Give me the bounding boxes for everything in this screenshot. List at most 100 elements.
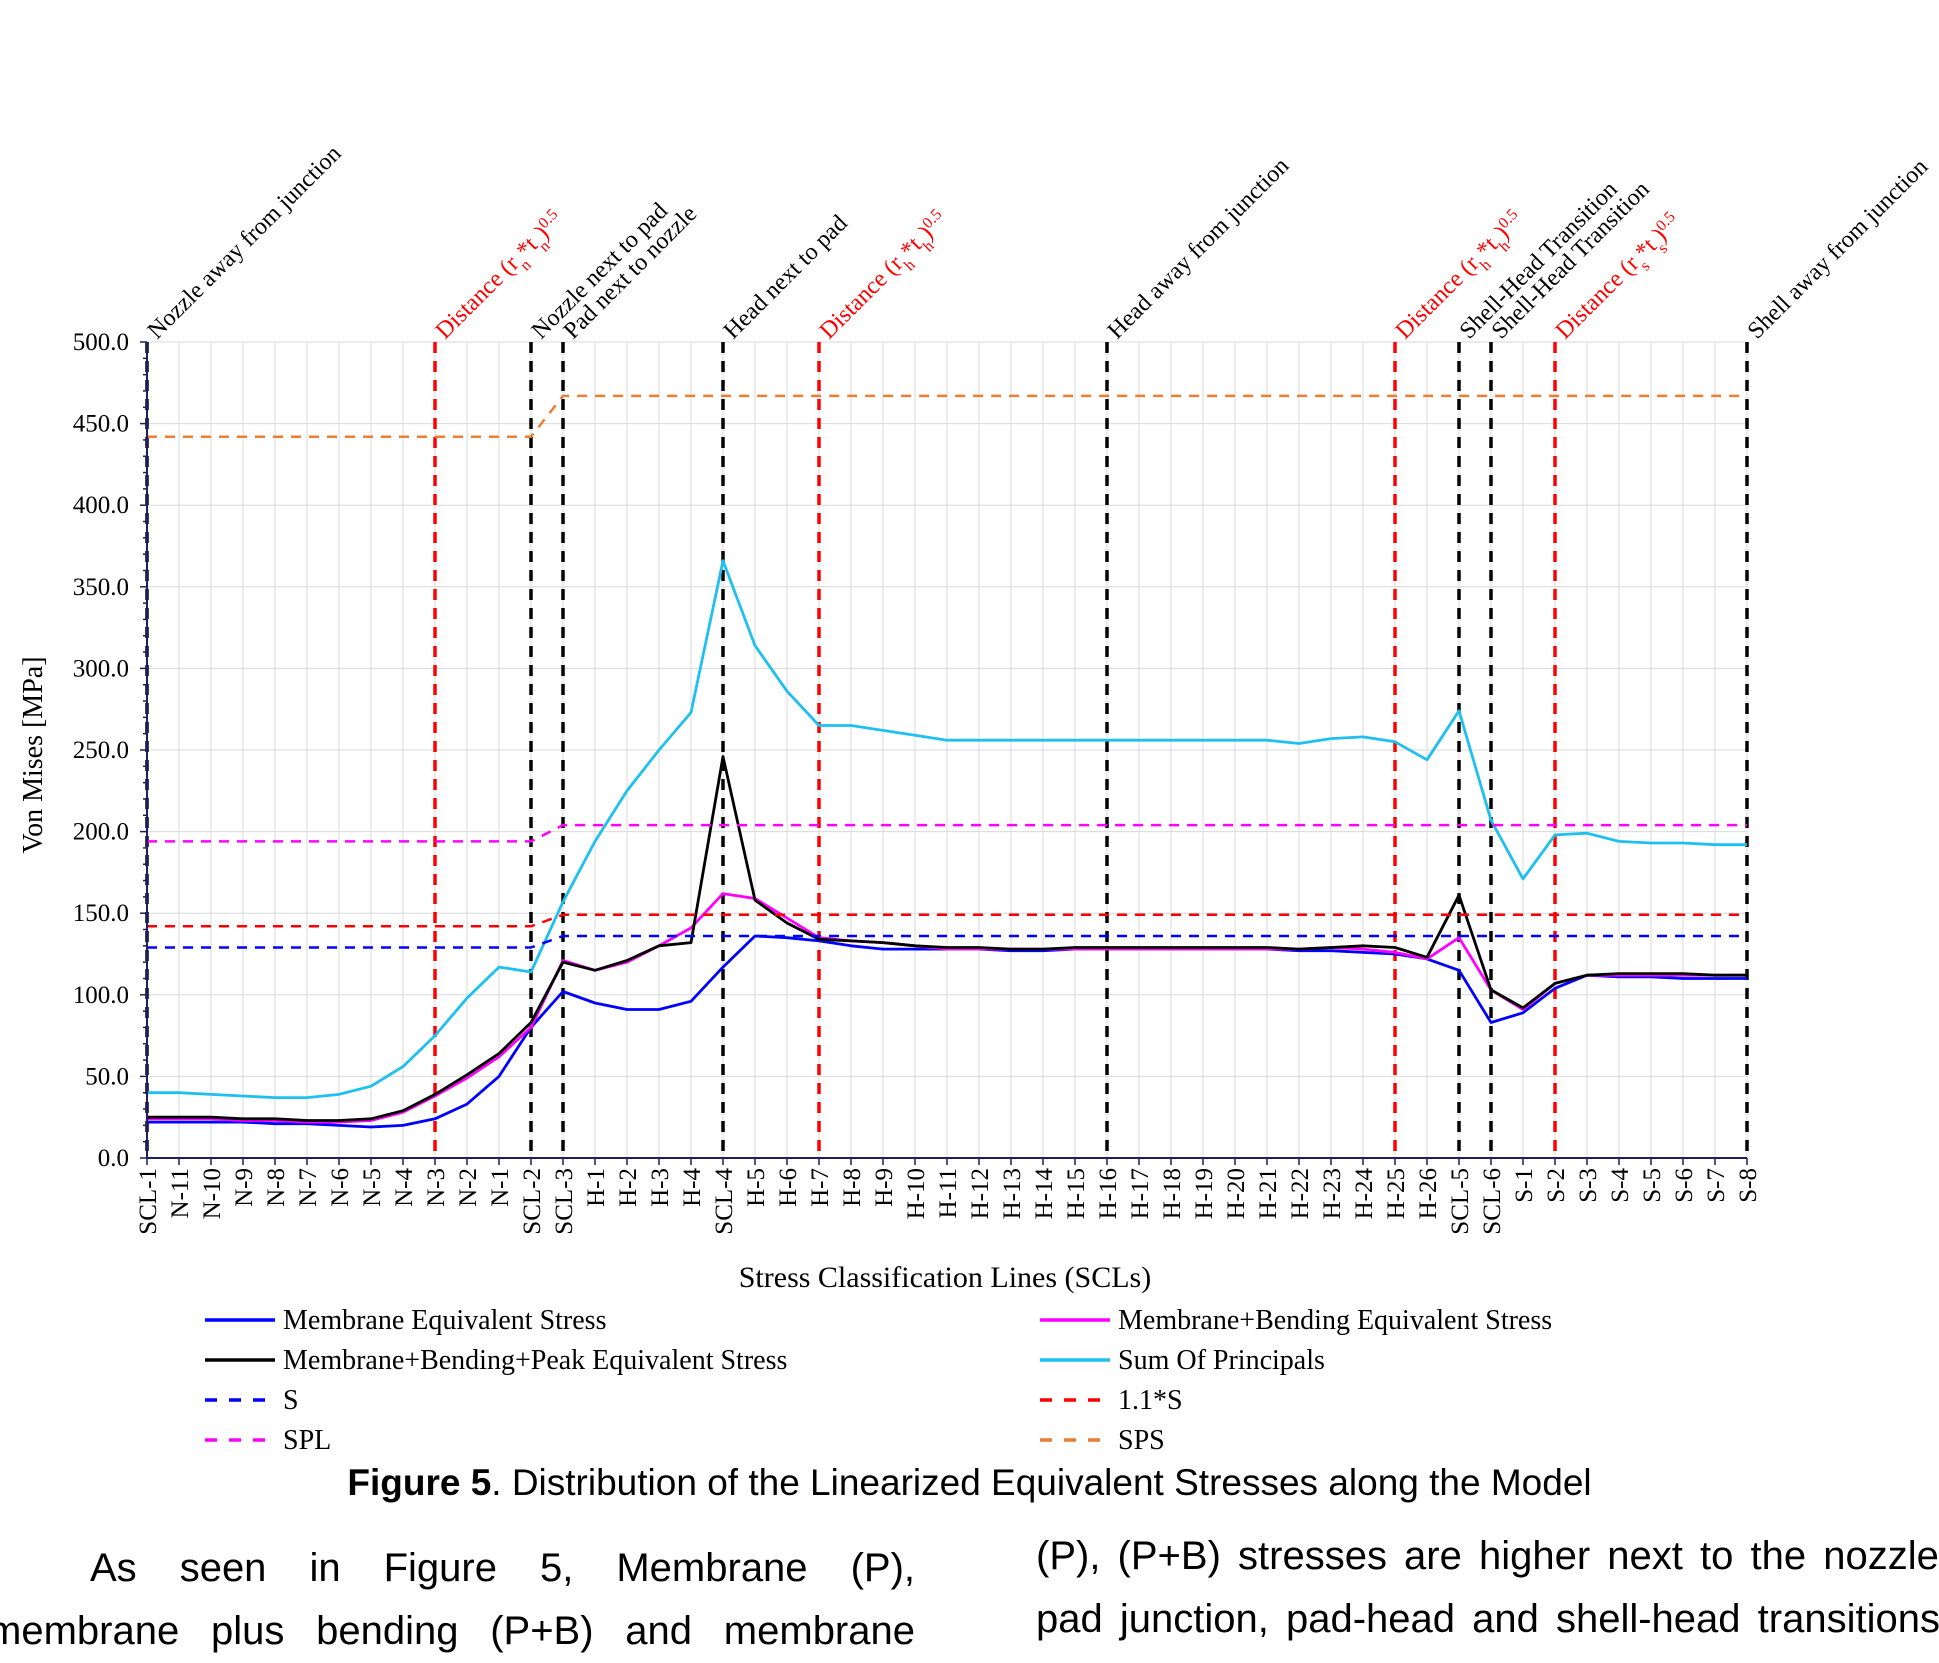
x-tick-label: N-1 xyxy=(487,1168,514,1207)
y-tick-label: 50.0 xyxy=(85,1063,129,1090)
x-tick-label: S-7 xyxy=(1703,1168,1730,1203)
x-tick-label: H-21 xyxy=(1255,1168,1282,1219)
x-tick-label: H-16 xyxy=(1095,1168,1122,1219)
annotation-label-part: *t xyxy=(1471,232,1503,264)
x-tick-label: N-5 xyxy=(359,1168,386,1207)
x-tick-label: H-17 xyxy=(1127,1168,1154,1219)
series-line xyxy=(147,934,1747,949)
x-tick-label: H-4 xyxy=(679,1168,706,1207)
figure-caption-text: . Distribution of the Linearized Equival… xyxy=(491,1462,1592,1503)
series-line xyxy=(147,823,1747,843)
annotation-label-part: *t xyxy=(895,232,927,264)
y-tick-label: 0.0 xyxy=(98,1145,129,1172)
x-tick-label: N-7 xyxy=(295,1168,322,1207)
x-tick-label: N-9 xyxy=(231,1168,258,1207)
legend-label: S xyxy=(283,1385,299,1416)
annotation-label-part: *t xyxy=(511,232,543,264)
y-axis-label: Von Mises [MPa] xyxy=(18,656,49,853)
x-tick-label: H-14 xyxy=(1031,1168,1058,1220)
x-tick-label: N-4 xyxy=(391,1168,418,1207)
x-tick-label: H-18 xyxy=(1159,1168,1186,1219)
x-tick-label: S-4 xyxy=(1607,1168,1634,1203)
legend-label: Membrane+Bending Equivalent Stress xyxy=(1118,1305,1552,1336)
x-tick-label: H-19 xyxy=(1191,1168,1218,1219)
legend-label: SPS xyxy=(1118,1425,1165,1456)
x-tick-label: H-12 xyxy=(967,1168,994,1219)
x-tick-label: N-11 xyxy=(167,1168,194,1218)
body-text-line: (P), (P+B) stresses are higher next to t… xyxy=(1036,1534,1939,1578)
figure-caption-label: Figure 5 xyxy=(347,1462,492,1503)
x-tick-label: H-3 xyxy=(647,1168,674,1207)
x-tick-label: H-25 xyxy=(1383,1168,1410,1219)
series-line xyxy=(147,559,1747,1099)
x-tick-label: H-8 xyxy=(839,1168,866,1207)
y-tick-label: 300.0 xyxy=(73,655,129,682)
legend: Membrane Equivalent Stress Membrane+Bendi… xyxy=(205,1305,1552,1456)
x-tick-label: H-2 xyxy=(615,1168,642,1207)
x-tick-label: S-5 xyxy=(1639,1168,1666,1203)
x-tick-label: S-6 xyxy=(1671,1168,1698,1203)
x-tick-label: N-10 xyxy=(199,1168,226,1219)
x-tick-label: N-2 xyxy=(455,1168,482,1207)
y-tick-label: 100.0 xyxy=(73,982,129,1009)
annotation-label-part: Distance (r xyxy=(815,251,908,344)
x-tick-label: H-6 xyxy=(775,1168,802,1207)
x-tick-label: H-7 xyxy=(807,1168,834,1207)
legend-label: 1.1*S xyxy=(1118,1385,1183,1416)
series-line xyxy=(147,913,1747,928)
x-tick-label: H-24 xyxy=(1351,1168,1378,1220)
stress-distribution-chart: 0.0 50.0 100.0 150.0 200.0 250.0 300.0 350.0 400… xyxy=(18,141,1933,1456)
legend-label: SPL xyxy=(283,1425,331,1456)
x-tick-label: SCL-6 xyxy=(1479,1168,1506,1235)
annotation-label: Shell away from junction xyxy=(1743,154,1933,344)
x-tick-label: SCL-2 xyxy=(519,1168,546,1235)
body-text-line: pad junction, pad-head and shell-head tr… xyxy=(1036,1597,1939,1641)
x-tick-label: S-8 xyxy=(1735,1168,1762,1203)
y-tick-label: 150.0 xyxy=(73,900,129,927)
x-tick-label: H-1 xyxy=(583,1168,610,1207)
body-text-line: As seen in Figure 5, Membrane (P), xyxy=(90,1546,915,1590)
series-line xyxy=(147,755,1747,1122)
y-tick-label: 450.0 xyxy=(73,411,129,438)
x-tick-label: H-26 xyxy=(1415,1168,1442,1219)
x-tick-label: N-3 xyxy=(423,1168,450,1207)
x-tick-label: SCL-1 xyxy=(135,1168,162,1235)
annotation-lines xyxy=(145,342,1749,1158)
x-tick-label: SCL-4 xyxy=(711,1168,738,1235)
x-tick-label: SCL-5 xyxy=(1447,1168,1474,1235)
body-text-right-column: (P), (P+B) stresses are higher next to t… xyxy=(1036,1525,1939,1651)
legend-label: Membrane+Bending+Peak Equivalent Stress xyxy=(283,1345,787,1376)
x-tick-label: N-8 xyxy=(263,1168,290,1207)
y-tick-label: 500.0 xyxy=(73,329,129,356)
x-tick-label: SCL-3 xyxy=(551,1168,578,1235)
plot-gridlines xyxy=(146,341,1748,1159)
x-tick-label: H-13 xyxy=(999,1168,1026,1219)
body-text-line: membrane plus bending (P+B) and membrane xyxy=(0,1609,915,1653)
y-tick-label: 350.0 xyxy=(73,574,129,601)
x-tick-label: H-11 xyxy=(935,1168,962,1218)
axes: 0.0 50.0 100.0 150.0 200.0 250.0 300.0 350.0 400… xyxy=(73,329,1762,1235)
x-axis-label: Stress Classification Lines (SCLs) xyxy=(739,1261,1151,1294)
data-series xyxy=(147,394,1747,1129)
series-line xyxy=(147,892,1747,1124)
series-line xyxy=(147,394,1747,438)
x-tick-label: H-5 xyxy=(743,1168,770,1207)
x-tick-label: H-15 xyxy=(1063,1168,1090,1219)
annotation-label: Nozzle away from junction xyxy=(143,141,347,345)
y-tick-label: 400.0 xyxy=(73,492,129,519)
body-text-left-column: As seen in Figure 5, Membrane (P), membr… xyxy=(0,1537,915,1663)
annotation-label: Head away from junction xyxy=(1103,153,1294,344)
x-tick-label: S-1 xyxy=(1511,1168,1538,1203)
x-tick-label: H-22 xyxy=(1287,1168,1314,1219)
x-tick-label: S-3 xyxy=(1575,1168,1602,1203)
y-tick-label: 200.0 xyxy=(73,819,129,846)
y-tick-label: 250.0 xyxy=(73,737,129,764)
x-tick-label: H-20 xyxy=(1223,1168,1250,1219)
x-tick-label: N-6 xyxy=(327,1168,354,1207)
x-tick-label: S-2 xyxy=(1543,1168,1570,1203)
x-tick-label: H-23 xyxy=(1319,1168,1346,1219)
legend-label: Sum Of Principals xyxy=(1118,1345,1325,1376)
figure-caption: Figure 5. Distribution of the Linearized… xyxy=(0,1462,1939,1504)
annotation-label-part: Distance (r xyxy=(431,251,524,344)
legend-label: Membrane Equivalent Stress xyxy=(283,1305,606,1336)
